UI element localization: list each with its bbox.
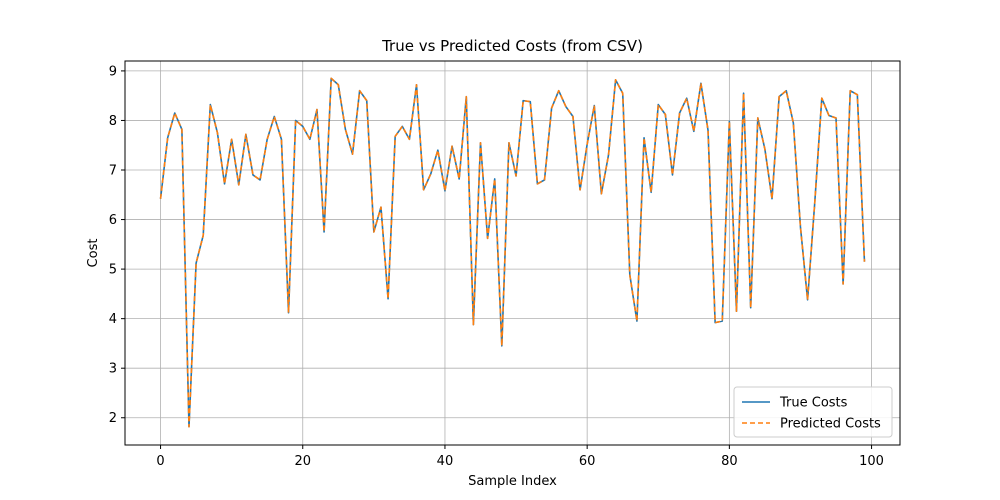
legend-label-true-costs: True Costs xyxy=(779,396,848,411)
legend: True Costs Predicted Costs xyxy=(733,386,893,438)
x-tick-label: 80 xyxy=(721,454,738,469)
series-line-true-costs xyxy=(159,77,866,428)
y-tick-label: 8 xyxy=(109,114,117,129)
y-tick-label: 6 xyxy=(109,213,117,228)
series-line-predicted-costs xyxy=(159,77,866,428)
y-axis-label: Cost xyxy=(86,239,101,268)
chart-title: True vs Predicted Costs (from CSV) xyxy=(381,37,643,55)
legend-label-predicted-costs: Predicted Costs xyxy=(780,417,881,432)
axis-ticks: 0 20 40 60 80 100 2 3 4 5 6 7 8 9 xyxy=(109,64,884,469)
grid xyxy=(125,61,900,445)
y-tick-label: 5 xyxy=(109,263,117,278)
plot-area-frame xyxy=(124,60,901,446)
y-tick-label: 9 xyxy=(109,64,117,79)
x-tick-label: 100 xyxy=(859,454,884,469)
x-axis-label: Sample Index xyxy=(468,474,557,489)
y-tick-label: 4 xyxy=(109,312,117,327)
x-tick-label: 60 xyxy=(579,454,596,469)
y-tick-label: 3 xyxy=(109,362,117,377)
legend-box xyxy=(733,386,893,438)
x-tick-label: 20 xyxy=(294,454,311,469)
x-tick-label: 40 xyxy=(437,454,454,469)
y-tick-label: 7 xyxy=(109,164,117,179)
y-tick-label: 2 xyxy=(109,411,117,426)
series-lines xyxy=(159,77,866,428)
x-tick-label: 0 xyxy=(156,454,164,469)
